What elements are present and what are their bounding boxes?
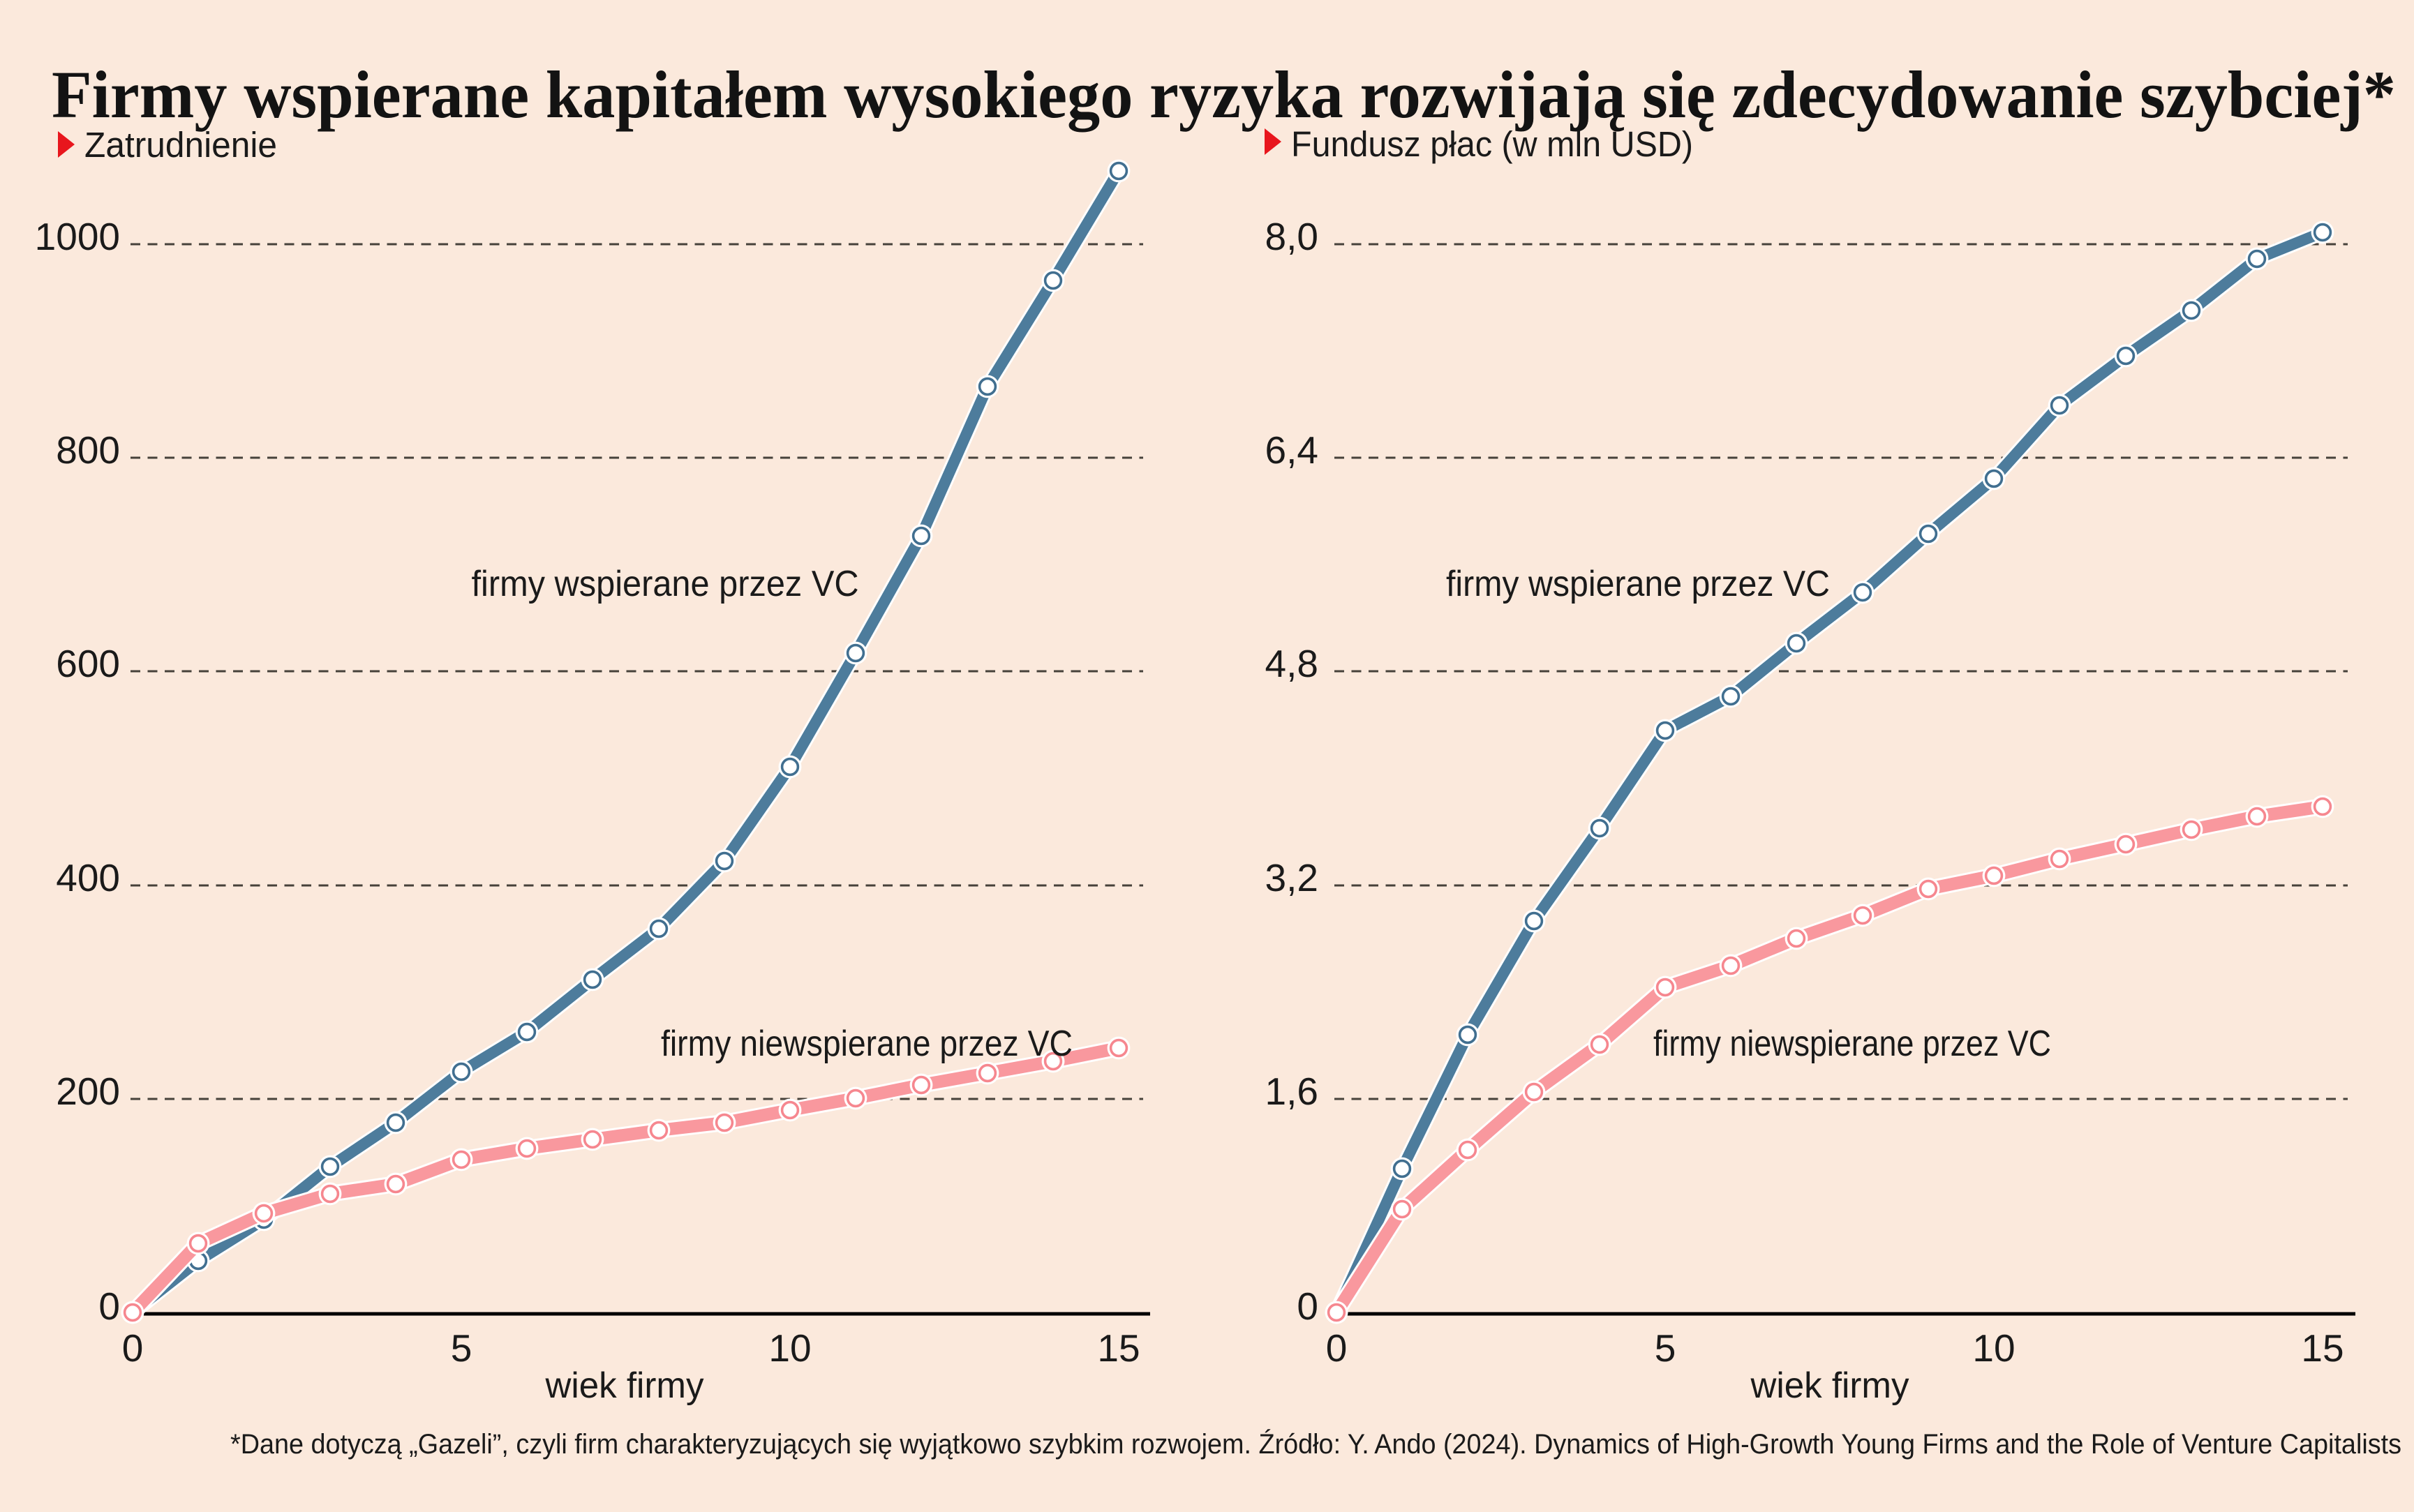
svg-text:5: 5 [1655, 1326, 1676, 1370]
svg-text:600: 600 [56, 642, 120, 685]
svg-text:firmy niewspierane przez VC: firmy niewspierane przez VC [1653, 1024, 2051, 1064]
svg-text:5: 5 [451, 1326, 472, 1370]
svg-text:Firmy wspierane kapitałem wyso: Firmy wspierane kapitałem wysokiego ryzy… [52, 57, 2396, 132]
svg-text:Zatrudnienie: Zatrudnienie [84, 125, 277, 165]
svg-text:10: 10 [768, 1326, 811, 1370]
svg-text:0: 0 [98, 1285, 120, 1328]
svg-text:wiek firmy: wiek firmy [1750, 1365, 1909, 1406]
svg-text:10: 10 [1972, 1326, 2015, 1370]
svg-text:3,2: 3,2 [1265, 856, 1318, 899]
svg-text:800: 800 [56, 428, 120, 472]
svg-text:*Dane dotyczą „Gazeli”, czyli: *Dane dotyczą „Gazeli”, czyli firm chara… [230, 1428, 2401, 1460]
svg-text:1,6: 1,6 [1265, 1070, 1318, 1113]
svg-text:1000: 1000 [35, 215, 120, 258]
svg-text:400: 400 [56, 856, 120, 899]
svg-text:0: 0 [122, 1326, 144, 1370]
svg-text:15: 15 [2301, 1326, 2344, 1370]
svg-text:Fundusz płac (w mln USD): Fundusz płac (w mln USD) [1291, 124, 1693, 164]
svg-text:firmy niewspierane przez VC: firmy niewspierane przez VC [661, 1024, 1073, 1064]
svg-text:wiek firmy: wiek firmy [545, 1365, 704, 1406]
svg-text:0: 0 [1326, 1326, 1348, 1370]
svg-text:firmy wspierane przez VC: firmy wspierane przez VC [1446, 564, 1830, 604]
svg-text:4,8: 4,8 [1265, 642, 1318, 685]
svg-text:8,0: 8,0 [1265, 215, 1318, 258]
svg-text:firmy wspierane przez VC: firmy wspierane przez VC [472, 564, 859, 604]
svg-text:200: 200 [56, 1070, 120, 1113]
svg-text:0: 0 [1297, 1285, 1318, 1328]
svg-text:6,4: 6,4 [1265, 428, 1318, 472]
svg-text:15: 15 [1097, 1326, 1140, 1370]
